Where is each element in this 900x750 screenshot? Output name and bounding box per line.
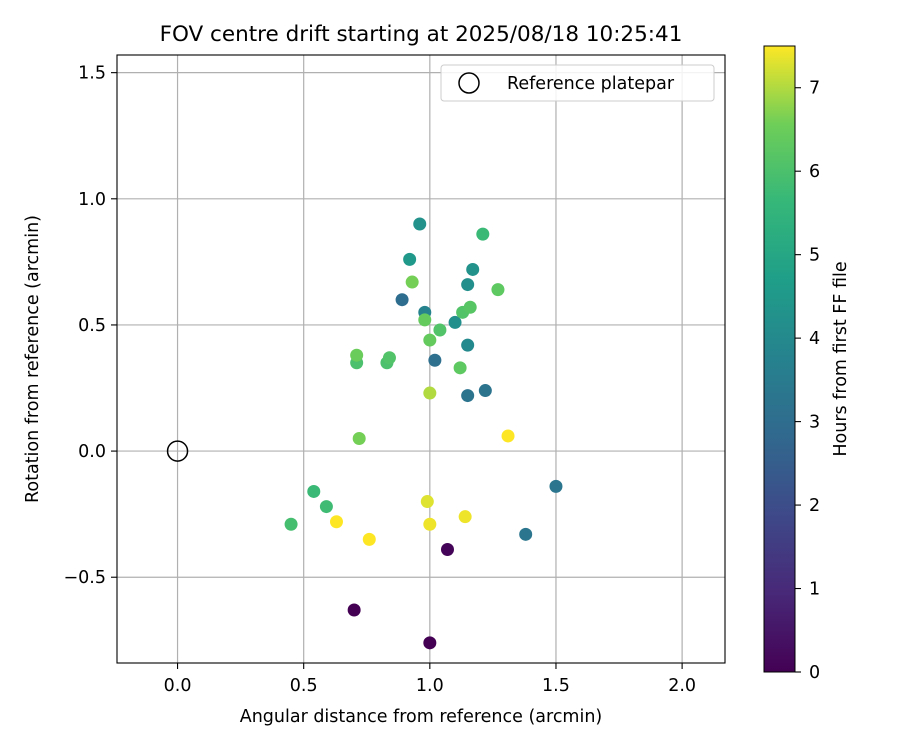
data-point bbox=[423, 333, 437, 347]
data-point bbox=[461, 338, 475, 352]
data-point bbox=[453, 361, 467, 375]
data-point bbox=[463, 300, 477, 314]
data-point bbox=[423, 636, 437, 650]
data-point bbox=[423, 517, 437, 531]
data-point bbox=[352, 431, 366, 445]
colorbar-tick-label: 2 bbox=[809, 496, 820, 516]
data-point bbox=[461, 278, 475, 292]
data-point bbox=[329, 515, 343, 529]
data-point bbox=[491, 283, 505, 297]
data-point bbox=[418, 313, 432, 327]
colorbar-tick-label: 1 bbox=[809, 580, 820, 600]
y-tick-label: 0.5 bbox=[78, 316, 106, 336]
data-point bbox=[466, 262, 480, 276]
data-point bbox=[461, 389, 475, 403]
data-point bbox=[478, 384, 492, 398]
chart-title: FOV centre drift starting at 2025/08/18 … bbox=[160, 22, 683, 47]
y-tick-label: 1.0 bbox=[78, 190, 106, 210]
colorbar-tick-label: 5 bbox=[809, 246, 820, 266]
legend-label: Reference platepar bbox=[507, 74, 675, 94]
legend-marker bbox=[458, 72, 480, 94]
colorbar-gradient bbox=[763, 45, 796, 673]
data-point bbox=[362, 532, 376, 546]
data-point bbox=[549, 479, 563, 493]
data-point bbox=[448, 315, 462, 329]
colorbar-label: Hours from first FF file bbox=[831, 261, 851, 456]
x-tick-label: 0.5 bbox=[290, 676, 318, 696]
y-axis-label: Rotation from reference (arcmin) bbox=[23, 215, 43, 503]
data-point bbox=[382, 351, 396, 365]
y-tick-label: 1.5 bbox=[78, 64, 106, 84]
data-point bbox=[319, 500, 333, 514]
data-point bbox=[519, 527, 533, 541]
legend-box bbox=[440, 64, 715, 102]
data-point bbox=[284, 517, 298, 531]
colorbar-tick-label: 6 bbox=[809, 162, 820, 182]
data-point bbox=[420, 495, 434, 509]
data-point bbox=[403, 252, 417, 266]
colorbar: 0 1 2 3 4 5 6 7 Hours from first FF file bbox=[763, 45, 851, 683]
data-point bbox=[395, 293, 409, 307]
colorbar-tick-label: 4 bbox=[809, 329, 820, 349]
colorbar-tick-label: 3 bbox=[809, 413, 820, 433]
grid bbox=[117, 55, 725, 663]
x-tick-label: 1.5 bbox=[542, 676, 570, 696]
x-axis-label: Angular distance from reference (arcmin) bbox=[240, 707, 603, 727]
data-points bbox=[284, 217, 563, 650]
data-point bbox=[440, 542, 454, 556]
x-tick-label: 1.0 bbox=[416, 676, 444, 696]
colorbar-tick-label: 7 bbox=[809, 79, 820, 99]
data-point bbox=[405, 275, 419, 289]
data-point bbox=[428, 353, 442, 367]
reference-point bbox=[166, 440, 189, 462]
data-point bbox=[501, 429, 515, 443]
data-point bbox=[476, 227, 490, 241]
y-tick-label: −0.5 bbox=[64, 568, 107, 588]
data-point bbox=[423, 386, 437, 400]
reference-layer bbox=[166, 440, 189, 462]
y-tick-label: 0.0 bbox=[78, 442, 106, 462]
data-point bbox=[350, 348, 364, 362]
legend: Reference platepar bbox=[440, 64, 715, 102]
colorbar-tick-label: 0 bbox=[809, 663, 820, 683]
x-tick-label: 0.0 bbox=[164, 676, 192, 696]
data-point bbox=[307, 484, 321, 498]
data-point bbox=[347, 603, 361, 617]
data-point bbox=[458, 510, 472, 524]
data-point bbox=[413, 217, 427, 231]
data-point bbox=[433, 323, 447, 337]
x-tick-label: 2.0 bbox=[668, 676, 696, 696]
colorbar-ticks: 0 1 2 3 4 5 6 7 bbox=[795, 79, 820, 683]
axis-ticks: 0.0 0.5 1.0 1.5 2.0 −0.5 0.0 0.5 1.0 1.5 bbox=[64, 64, 697, 696]
plot-frame bbox=[116, 54, 726, 664]
